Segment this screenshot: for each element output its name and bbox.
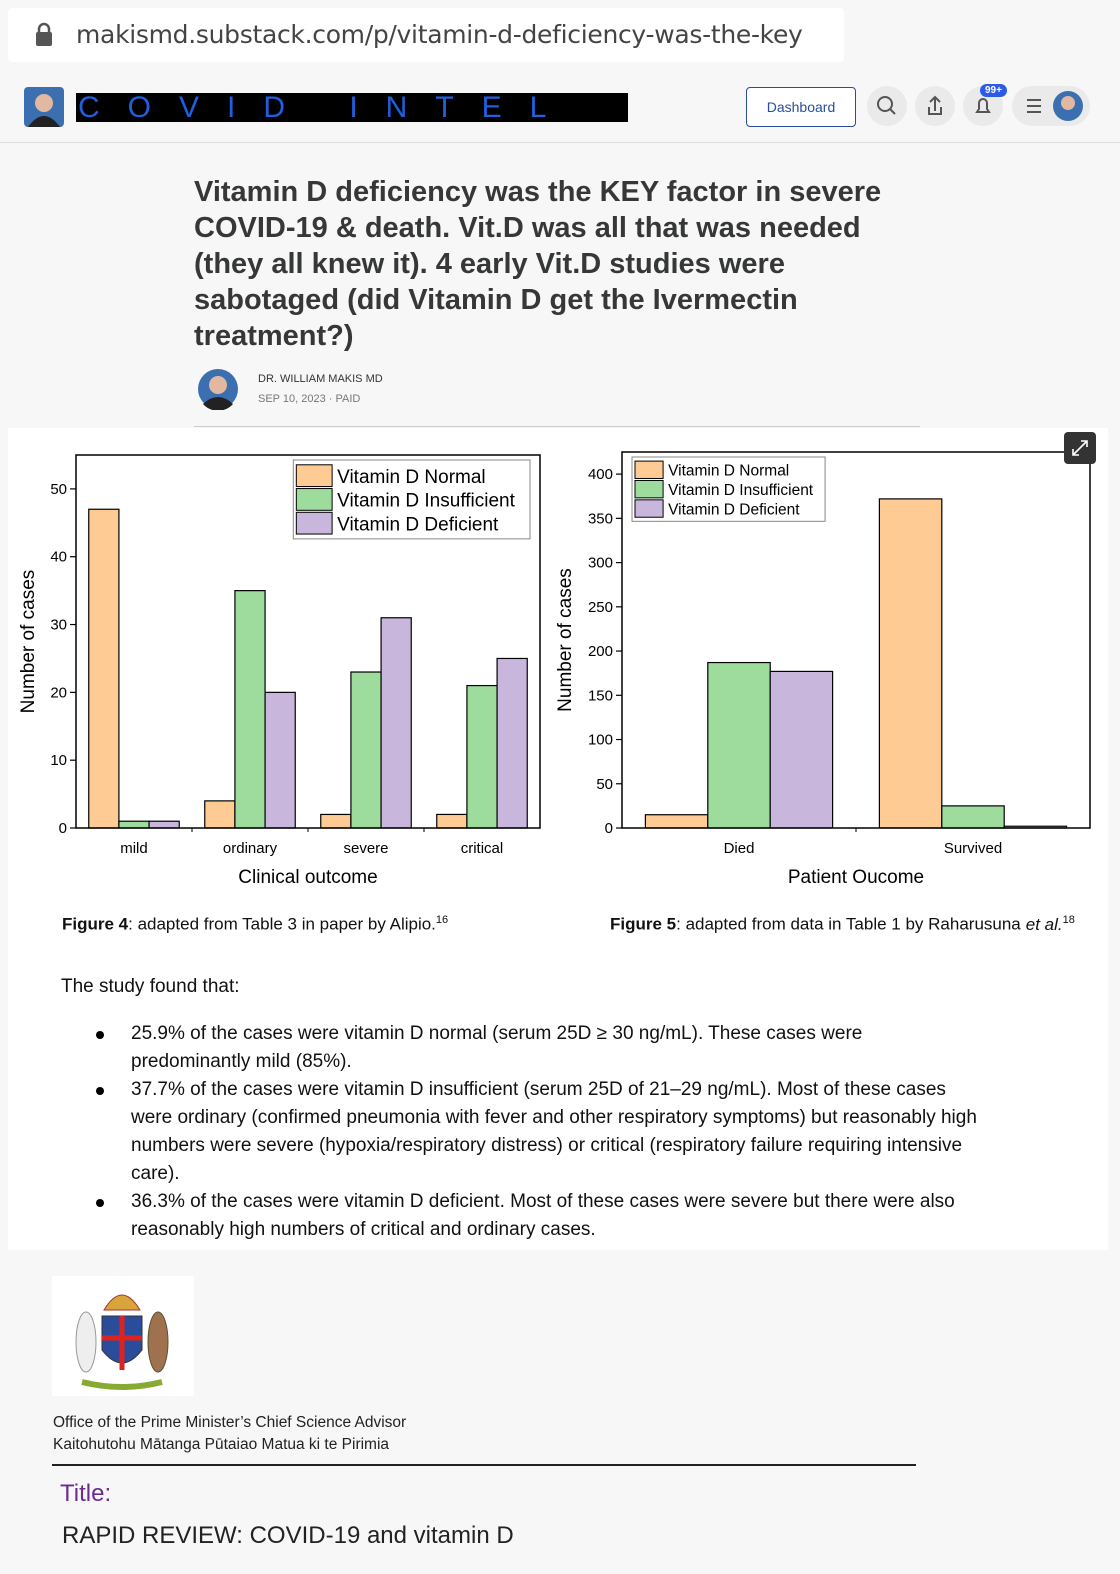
dashboard-button[interactable]: Dashboard	[746, 87, 856, 127]
bar	[234, 590, 266, 829]
author-avatar[interactable]	[197, 368, 239, 410]
figure-caption: Figure 4: adapted from Table 3 in paper …	[62, 914, 448, 935]
x-tick-label: Died	[724, 840, 755, 857]
y-tick-label: 40	[50, 549, 67, 566]
url-bar[interactable]	[8, 8, 844, 62]
office-name: Kaitohutohu Mātanga Pūtaiao Matua ki te …	[53, 1436, 390, 1453]
site-avatar[interactable]	[24, 87, 64, 127]
article-title: Vitamin D deficiency was the KEY factor …	[194, 176, 882, 352]
legend: Vitamin D Normal Vitamin D InsufficientVi…	[292, 459, 531, 540]
legend-swatch	[295, 511, 333, 535]
caption-label: Figure 5	[610, 914, 677, 934]
bar	[436, 813, 468, 829]
caption-text: : adapted from Table 3 in paper by Alipi…	[128, 914, 436, 934]
plot-frame	[621, 451, 1091, 829]
y-axis-label: Number of cases	[555, 568, 576, 712]
paragraph: The study found that:	[61, 976, 240, 997]
legend-label: Vitamin D Deficient	[668, 501, 800, 518]
doc-title-label: Title:	[60, 1480, 112, 1507]
legend-swatch	[295, 488, 333, 511]
y-tick-label: 400	[588, 466, 613, 483]
legend-swatch	[634, 479, 664, 499]
plot-frame	[75, 454, 541, 829]
legend: Vitamin D Normal Vitamin D Insufficient Vi…	[631, 456, 826, 522]
legend-label: Vitamin D Normal	[668, 463, 789, 480]
bar	[320, 813, 352, 829]
bar	[204, 800, 236, 829]
x-tick-label: critical	[461, 840, 504, 857]
office-name: Office of the Prime Minister’s Chief Sci…	[53, 1414, 407, 1431]
legend-box	[631, 456, 826, 522]
legend-swatch	[295, 464, 333, 488]
bullet: 36.3% of the cases were vitamin D defici…	[96, 1188, 980, 1244]
y-tick-label: 200	[588, 643, 613, 660]
bullet-list: 25.9% of the cases were vitamin D normal…	[96, 1020, 980, 1244]
y-tick-label: 50	[50, 481, 67, 498]
x-tick-label: ordinary	[223, 840, 278, 857]
bar	[769, 670, 834, 829]
y-tick-label: 350	[588, 510, 613, 527]
y-tick-label: 250	[588, 599, 613, 616]
expand-button[interactable]	[1064, 432, 1096, 464]
y-axis-label: Number of cases	[18, 570, 39, 714]
charts: 0 10 20 30 40 50 mild ordinary severe critical Cli…	[18, 432, 1096, 888]
search-button[interactable]	[867, 86, 907, 126]
caption-emphasis: et al.	[1025, 914, 1063, 934]
y-tick-label: 10	[50, 752, 67, 769]
x-axis-label: Patient Oucome	[788, 867, 924, 888]
y-tick-label: 50	[596, 776, 613, 793]
legend-swatch	[634, 499, 664, 518]
bar	[941, 805, 1005, 829]
coat-of-arms	[52, 1276, 194, 1396]
bar	[644, 814, 709, 829]
caption-text: : adapted from data in Table 1 by Raharu…	[676, 914, 1021, 934]
y-tick-label: 30	[50, 617, 67, 634]
lock-icon	[36, 22, 52, 46]
legend-label: Vitamin D Normal	[337, 467, 486, 488]
notification-badge: 99+	[980, 84, 1007, 97]
bar	[350, 671, 382, 829]
y-tick-label: 20	[50, 684, 67, 701]
share-button[interactable]	[915, 86, 955, 126]
bullet: 37.7% of the cases were vitamin D insuff…	[96, 1076, 980, 1188]
bar	[466, 684, 498, 829]
legend-label: Vitamin D Insufficient	[668, 482, 814, 499]
bar	[264, 691, 296, 829]
doc-title: RAPID REVIEW: COVID-19 and vitamin D	[62, 1522, 514, 1549]
caption-label: Figure 4	[62, 914, 129, 934]
url[interactable]: makismd.substack.com/p/vitamin-d-deficie…	[76, 20, 803, 49]
bar	[148, 820, 180, 829]
figure-caption: Figure 5: adapted from data in Table 1 b…	[610, 914, 1075, 935]
x-tick-label: mild	[120, 840, 148, 857]
legend-label: Vitamin D Deficient	[337, 514, 499, 535]
bar	[707, 661, 771, 829]
divider	[52, 1464, 916, 1466]
divider	[194, 426, 920, 427]
bar	[88, 508, 120, 829]
x-axis-label: Clinical outcome	[238, 867, 377, 888]
y-tick-label: 300	[588, 555, 613, 572]
bar	[380, 617, 412, 829]
x-tick-label: Survived	[944, 840, 1002, 857]
bullet: 25.9% of the cases were vitamin D normal…	[96, 1020, 980, 1076]
y-tick-label: 0	[605, 820, 613, 837]
y-tick-label: 0	[59, 820, 67, 837]
caption-ref: 16	[435, 914, 449, 926]
bar	[496, 657, 528, 829]
y-tick-label: 150	[588, 687, 613, 704]
post-meta: SEP 10, 2023 · PAID	[258, 393, 361, 405]
y-tick-label: 100	[588, 732, 613, 749]
caption-ref: 18	[1062, 914, 1075, 926]
author-name[interactable]: DR. WILLIAM MAKIS MD	[258, 373, 383, 385]
x-tick-label: severe	[343, 840, 388, 857]
legend-box	[292, 459, 531, 540]
legend-swatch	[634, 460, 664, 479]
menu-button[interactable]	[1012, 86, 1090, 126]
bar	[878, 498, 943, 829]
legend-label: Vitamin D Insufficient	[337, 491, 515, 512]
publication-name[interactable]: COVID INTEL	[76, 93, 628, 122]
bar	[118, 820, 150, 829]
